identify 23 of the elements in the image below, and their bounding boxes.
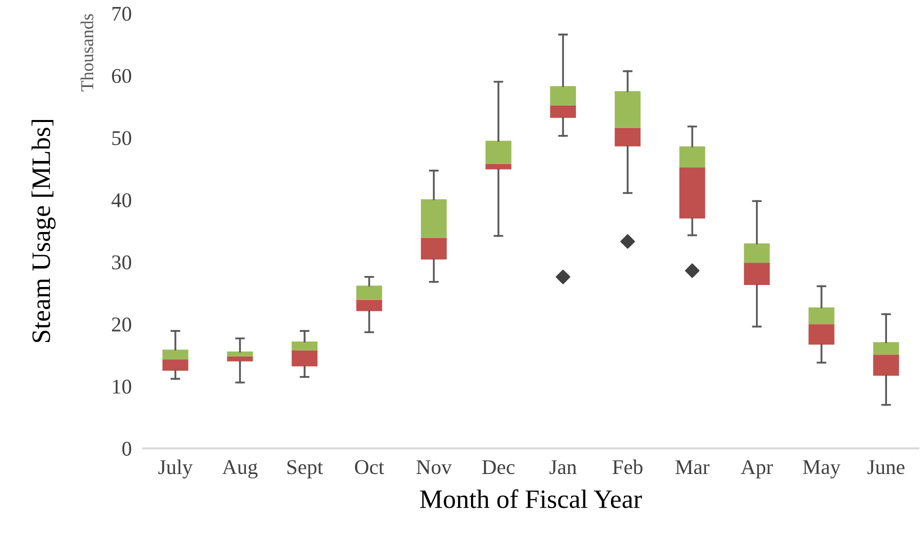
- y-tick-label: 70: [112, 6, 132, 21]
- x-tick-label: Aug: [222, 460, 258, 478]
- x-tick-label: Oct: [355, 460, 384, 474]
- y-tick-label: 20: [112, 317, 132, 332]
- y-tick-label: 50: [112, 131, 132, 146]
- y-tick-label: 0: [122, 442, 132, 456]
- x-tick-label: Nov: [416, 460, 452, 474]
- x-tick-label: June: [867, 460, 904, 474]
- x-tick-label: Apr: [740, 460, 773, 478]
- y-axis-title: Steam Usage [MLbs]: [32, 120, 56, 342]
- x-tick-label: Dec: [482, 460, 515, 474]
- y-tick-label: 40: [112, 193, 132, 208]
- x-tick-label: July: [158, 460, 193, 478]
- x-axis-title: Month of Fiscal Year: [420, 489, 642, 508]
- y-tick-label: 60: [112, 68, 132, 83]
- y-tick-label: 30: [112, 255, 132, 270]
- x-tick-label: Mar: [675, 460, 710, 474]
- x-tick-label: May: [802, 460, 840, 478]
- y-tick-label: 10: [112, 380, 132, 394]
- x-tick-label: Jan: [550, 460, 577, 474]
- x-tick-label: Feb: [612, 460, 642, 474]
- text: Thousands: [80, 14, 94, 92]
- x-tick-label: Sept: [287, 460, 323, 478]
